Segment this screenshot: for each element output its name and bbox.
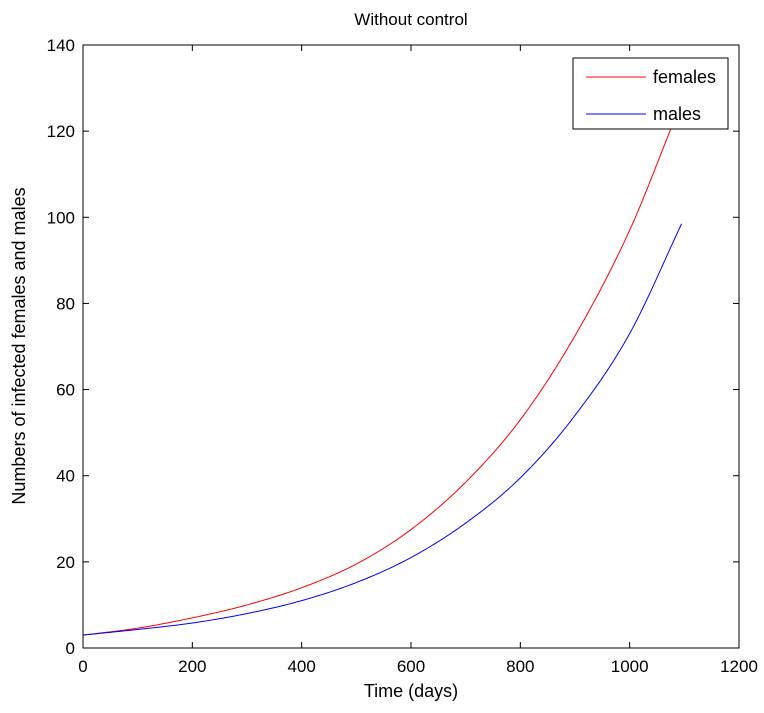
y-tick-label: 80 — [56, 294, 75, 313]
x-tick-label: 400 — [287, 657, 315, 676]
chart-title: Without control — [354, 10, 467, 29]
x-tick-label: 1200 — [720, 657, 758, 676]
y-axis-label: Numbers of infected females and males — [9, 187, 29, 504]
legend: females males — [573, 58, 728, 129]
x-tick-label: 800 — [506, 657, 534, 676]
x-tick-label: 600 — [397, 657, 425, 676]
y-tick-label: 60 — [56, 381, 75, 400]
x-tick-label: 1000 — [611, 657, 649, 676]
y-tick-label: 120 — [47, 122, 75, 141]
legend-label-females: females — [653, 67, 716, 87]
y-tick-label: 100 — [47, 208, 75, 227]
y-tick-label: 20 — [56, 553, 75, 572]
y-tick-label: 140 — [47, 36, 75, 55]
legend-label-males: males — [653, 104, 701, 124]
x-axis-label: Time (days) — [364, 681, 458, 701]
y-tick-label: 0 — [66, 639, 75, 658]
x-tick-label: 200 — [178, 657, 206, 676]
y-tick-label: 40 — [56, 467, 75, 486]
x-tick-label: 0 — [78, 657, 87, 676]
